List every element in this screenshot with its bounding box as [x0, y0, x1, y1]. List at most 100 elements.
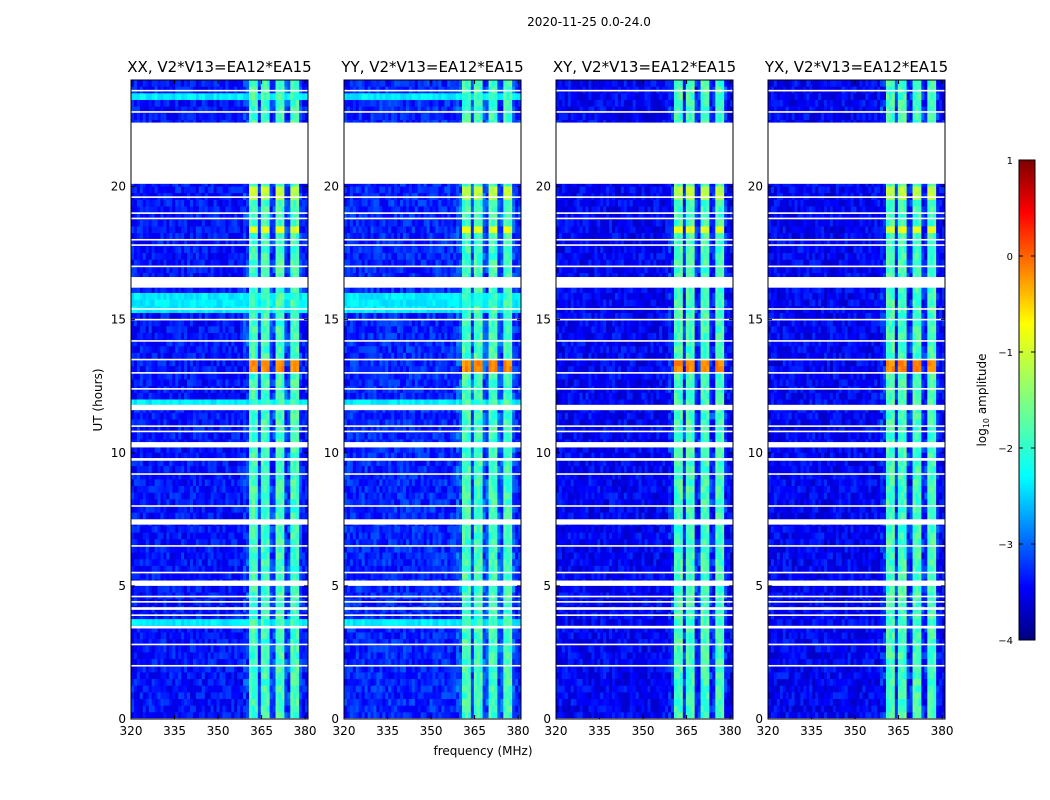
heatmap-cell	[293, 366, 297, 374]
heatmap-cell	[181, 625, 185, 633]
heatmap-cell	[281, 332, 285, 340]
heatmap-cell	[136, 632, 141, 640]
heatmap-cell	[157, 326, 161, 334]
heatmap-cell	[249, 206, 253, 214]
heatmap-cell	[145, 632, 150, 640]
heatmap-cell	[278, 366, 282, 374]
heatmap-cell	[216, 99, 220, 108]
heatmap-cell	[204, 625, 209, 633]
heatmap-cell	[190, 319, 194, 327]
heatmap-cell	[216, 506, 220, 514]
heatmap-cell	[284, 213, 288, 221]
heatmap-cell	[278, 619, 282, 627]
heatmap-cell	[166, 565, 170, 573]
heatmap-cell	[287, 93, 291, 101]
heatmap-cell	[201, 206, 206, 214]
heatmap-cell	[148, 506, 153, 514]
heatmap-cell	[175, 472, 179, 480]
heatmap-cell	[263, 446, 268, 454]
heatmap-cell	[154, 585, 158, 593]
heatmap-cell	[266, 199, 271, 207]
heatmap-cell	[163, 379, 167, 387]
heatmap-cell	[228, 80, 232, 88]
heatmap-cell	[192, 286, 197, 294]
heatmap-cell	[201, 319, 206, 327]
heatmap-cell	[207, 326, 212, 334]
heatmap-cell	[240, 612, 244, 620]
heatmap-cell	[251, 233, 256, 241]
heatmap-cell	[163, 399, 167, 407]
heatmap-cell	[266, 499, 271, 507]
heatmap-cell	[201, 246, 206, 254]
heatmap-cell	[237, 113, 241, 121]
heatmap-cell	[231, 326, 235, 334]
heatmap-cell	[210, 326, 214, 334]
heatmap-cell	[154, 352, 158, 360]
heatmap-cell	[246, 226, 250, 234]
heatmap-cell	[251, 466, 256, 474]
heatmap-cell	[249, 399, 253, 407]
heatmap-cell	[284, 219, 288, 227]
heatmap-cell	[249, 286, 253, 294]
heatmap-cell	[216, 213, 220, 221]
heatmap-cell	[133, 525, 138, 534]
heatmap-cell	[272, 359, 276, 367]
heatmap-cell	[201, 186, 206, 194]
heatmap-cell	[222, 545, 226, 553]
heatmap-cell	[263, 506, 268, 514]
heatmap-cell	[287, 612, 291, 620]
heatmap-cell	[163, 466, 167, 474]
heatmap-cell	[178, 186, 182, 194]
heatmap-cell	[178, 399, 182, 407]
heatmap-cell	[139, 326, 144, 334]
heatmap-cell	[136, 446, 141, 454]
heatmap-cell	[243, 359, 247, 367]
heatmap-cell	[243, 113, 247, 121]
heatmap-cell	[175, 392, 179, 400]
heatmap-cell	[243, 552, 247, 560]
heatmap-cell	[178, 346, 182, 354]
heatmap-cell	[260, 506, 265, 514]
heatmap-cell	[237, 565, 241, 573]
heatmap-cell	[169, 512, 173, 520]
heatmap-cell	[290, 472, 294, 480]
heatmap-cell	[237, 466, 241, 474]
heatmap-cell	[148, 386, 153, 394]
heatmap-cell	[219, 565, 223, 573]
heatmap-cell	[148, 479, 153, 487]
heatmap-cell	[216, 625, 220, 633]
heatmap-cell	[175, 446, 179, 454]
heatmap-cell	[184, 186, 188, 194]
heatmap-cell	[254, 539, 259, 547]
heatmap-cell	[136, 472, 141, 480]
heatmap-cell	[163, 559, 167, 567]
heatmap-cell	[293, 499, 297, 507]
heatmap-cell	[213, 372, 217, 380]
heatmap-cell	[213, 186, 217, 194]
heatmap-cell	[305, 293, 308, 301]
heatmap-cell	[290, 426, 294, 434]
heatmap-cell	[136, 286, 141, 294]
heatmap-cell	[154, 426, 158, 434]
heatmap-cell	[278, 432, 282, 440]
heatmap-cell	[260, 625, 265, 633]
heatmap-cell	[139, 306, 144, 314]
heatmap-cell	[148, 572, 153, 580]
heatmap-cell	[204, 293, 209, 301]
heatmap-cell	[178, 213, 182, 221]
heatmap-cell	[207, 379, 212, 387]
heatmap-cell	[181, 612, 185, 620]
heatmap-cell	[133, 479, 138, 487]
heatmap-cell	[131, 632, 135, 640]
heatmap-cell	[131, 459, 135, 467]
heatmap-cell	[163, 213, 167, 221]
heatmap-cell	[284, 399, 288, 407]
heatmap-cell	[163, 459, 167, 467]
heatmap-cell	[172, 426, 176, 434]
heatmap-cell	[207, 599, 212, 607]
heatmap-cell	[175, 113, 179, 121]
heatmap-cell	[234, 612, 238, 620]
heatmap-cell	[187, 199, 191, 207]
heatmap-cell	[195, 273, 200, 281]
heatmap-cell	[287, 565, 291, 573]
